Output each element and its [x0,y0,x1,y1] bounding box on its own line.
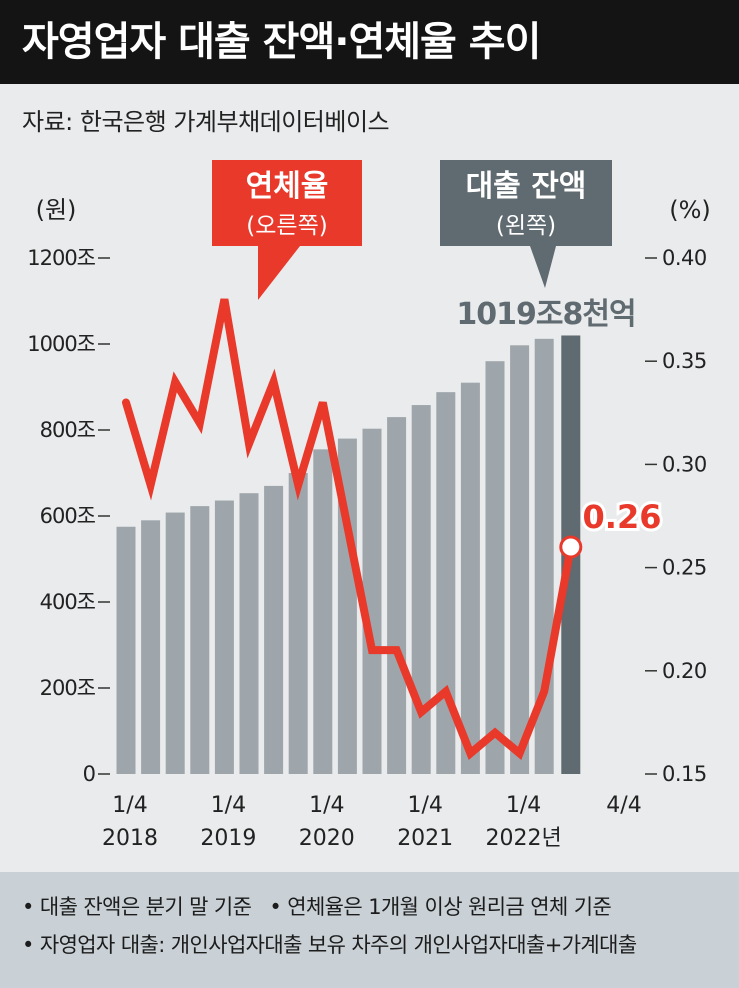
bar [411,405,431,774]
bar [387,417,407,774]
bar [362,428,382,774]
last-line-value-label: 0.26 [583,498,662,536]
x-tick-label: 1/4 [309,793,344,818]
bar [510,345,530,774]
left-tick-label: 0 [83,762,95,786]
x-tick-year-label: 2019 [200,826,256,851]
bar [460,382,480,774]
footnotes: • 대출 잔액은 분기 말 기준 • 연체율은 1개월 이상 원리금 연체 기준 … [0,872,739,988]
line-callout-name: 연체율 [246,169,329,204]
footnote-definition: • 자영업자 대출: 개인사업자대출 보유 차주의 개인사업자대출+가계대출 [22,933,637,957]
x-tick-label: 4/4 [606,793,641,818]
bar-callout-side: (왼쪽) [496,213,556,239]
right-tick-label: 0.35 [662,349,707,373]
bar [239,493,259,774]
left-tick-label: 200조 [40,676,96,700]
left-tick-label: 600조 [40,504,96,528]
source-note: 자료: 한국은행 가계부채데이터베이스 [22,108,390,136]
x-tick-label: 1/4 [407,793,442,818]
footnote-balance: • 대출 잔액은 분기 말 기준 [22,895,252,919]
last-point-marker [559,535,583,559]
x-tick-year-label: 2020 [299,826,355,851]
bar [116,526,136,774]
right-tick-label: 0.15 [662,762,707,786]
bar [264,485,284,774]
page-title: 자영업자 대출 잔액·연체율 추이 [0,0,739,84]
bar [313,449,333,774]
chart-axes: (원) (%) 0 200조 400조 600조 800조 1000조 1200조 0.15 0.2… [27,196,711,851]
last-bar-value-label: 1019조8천억 [456,297,635,332]
x-tick-year-label: 2022년 [485,826,561,851]
footnote-delinquency: • 연체율은 1개월 이상 원리금 연체 기준 [269,895,612,919]
bar [214,500,234,774]
chart-labels: 연체율 (오른쪽) 대출 잔액 (왼쪽) 1019조8천억 0.26 [212,160,664,539]
bar-callout-box [440,160,612,246]
line-callout-box [212,160,362,246]
delinquency-line [122,298,575,760]
bar [288,473,308,774]
right-tick-label: 0.30 [662,452,707,476]
x-tick-year-label: 2021 [397,826,453,851]
bar [165,512,185,774]
left-tick-label: 1000조 [27,332,95,356]
line-series [122,298,583,760]
bar-callout-pointer [530,246,556,288]
x-tick-label: 1/4 [506,793,541,818]
bar-callout-name: 대출 잔액 [466,169,587,204]
line-callout-side: (오른쪽) [246,213,327,239]
x-tick-year-label: 2018 [102,826,158,851]
right-tick-label: 0.40 [662,246,707,270]
line-callout-pointer [258,246,300,300]
chart: (원) (%) 0 200조 400조 600조 800조 1000조 1200조 0.15 0.2… [27,160,711,851]
right-tick-label: 0.25 [662,556,707,580]
bar [436,392,456,774]
right-axis-unit: (%) [669,196,711,224]
bar [485,361,505,774]
left-tick-label: 1200조 [27,246,95,270]
left-tick-label: 800조 [40,418,96,442]
left-tick-label: 400조 [40,590,96,614]
bar [141,520,161,774]
right-tick-label: 0.20 [662,659,707,683]
left-axis-unit: (원) [36,196,77,224]
x-tick-label: 1/4 [112,793,147,818]
x-tick-label: 1/4 [211,793,246,818]
bar [190,506,210,774]
